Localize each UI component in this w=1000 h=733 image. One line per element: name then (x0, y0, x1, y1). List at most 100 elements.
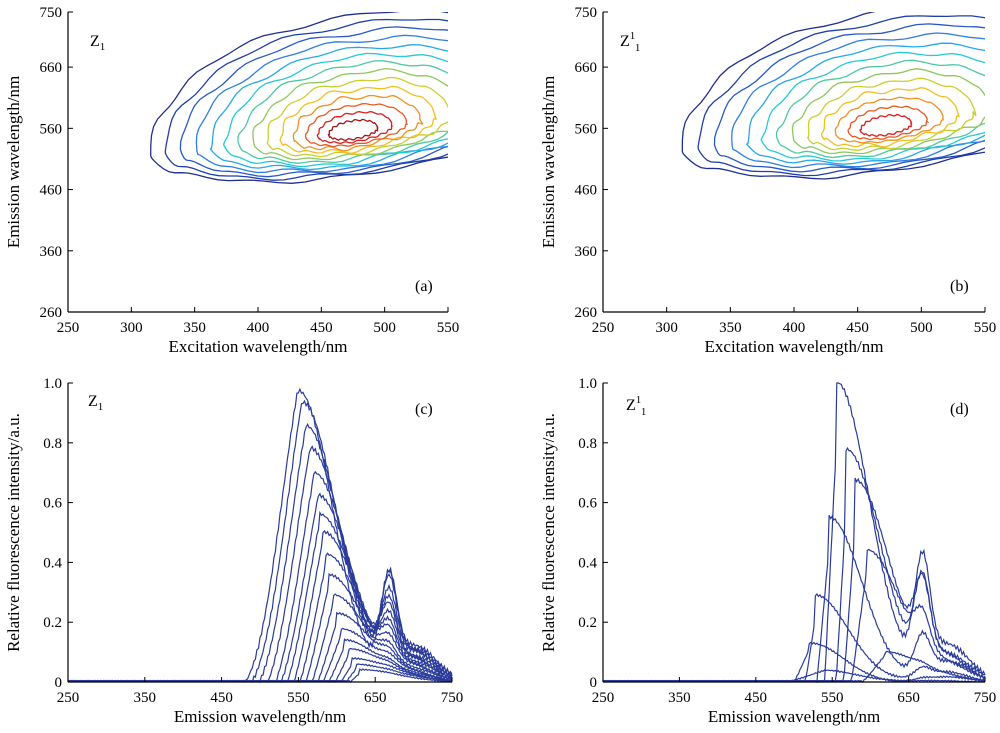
y-tick-label: 0 (590, 675, 598, 691)
y-tick-label: 0.4 (578, 555, 597, 571)
contour-level (304, 102, 409, 148)
x-tick-label: 550 (287, 690, 310, 706)
spectrum-line (602, 514, 986, 684)
y-tick-label: 660 (575, 60, 598, 76)
contour-level (697, 15, 985, 177)
y-tick-label: 560 (40, 121, 63, 137)
sample-tag-b: Z11 (620, 30, 640, 54)
y-tick-label: 1.0 (43, 376, 62, 392)
x-tick-label: 650 (897, 690, 920, 706)
contour-level (834, 96, 945, 144)
x-tick-label: 250 (57, 690, 80, 706)
panel-tag-c: (c) (415, 401, 433, 418)
x-tick-label: 250 (592, 690, 615, 706)
sample-tag-d: Z11 (626, 394, 646, 418)
x-tick-label: 400 (247, 320, 270, 336)
sample-tag-a-base: Z (90, 33, 100, 50)
panel-tag-a: (a) (415, 278, 433, 295)
y-tick-label: 0.2 (43, 615, 62, 631)
spectrum-line (602, 477, 986, 683)
x-tick-label: 550 (974, 320, 997, 336)
y-tick-label: 0.8 (578, 436, 597, 452)
contour-level (820, 87, 960, 148)
y-tick-label: 460 (40, 183, 63, 199)
contour-level (150, 12, 448, 184)
x-tick-label: 450 (310, 320, 333, 336)
x-tick-label: 350 (134, 690, 157, 706)
x-tick-label: 250 (57, 320, 80, 336)
x-tick-label: 550 (437, 320, 460, 336)
x-tick-label: 350 (719, 320, 742, 336)
axes-b: 250 300 350 400 450 500 550 260 360 460 560 660 750 E… (539, 5, 996, 356)
y-tick-label: 750 (575, 5, 598, 21)
spectrum-line (602, 446, 986, 683)
y-tick-label: 750 (40, 5, 63, 21)
y-tick-label: 260 (575, 305, 598, 321)
x-tick-label: 300 (655, 320, 678, 336)
contour-level (327, 118, 379, 142)
y-axis-title: Relative fluorescence intensity/a.u. (4, 413, 23, 652)
x-tick-label: 450 (745, 690, 768, 706)
contour-level (195, 34, 448, 174)
x-tick-label: 450 (846, 320, 869, 336)
contour-lines-a (150, 12, 448, 184)
contour-level (847, 105, 930, 141)
x-tick-label: 450 (210, 690, 233, 706)
contour-level (292, 94, 424, 152)
sample-tag-a: Z1 (90, 33, 105, 53)
y-tick-label: 0.4 (43, 555, 62, 571)
x-tick-label: 750 (974, 690, 997, 706)
sample-tag-d-sub: 1 (641, 406, 647, 418)
y-tick-label: 0.6 (578, 496, 597, 512)
y-tick-label: 0.8 (43, 436, 62, 452)
contour-level (746, 42, 985, 165)
sample-tag-c: Z1 (88, 393, 103, 413)
spectra-lines-c (67, 387, 453, 684)
contour-level (760, 51, 985, 162)
x-tick-label: 550 (821, 690, 844, 706)
spectrum-line (67, 668, 453, 683)
contour-level (681, 12, 985, 180)
sample-tag-d-sup: 1 (636, 394, 641, 406)
contour-level (859, 113, 913, 138)
axes-d: 250 350 450 550 650 750 0 0.2 0.4 0.6 0.8 1.0 Emissi… (539, 376, 996, 726)
x-tick-label: 500 (910, 320, 933, 336)
contour-group (150, 12, 448, 184)
spectrum-line (602, 668, 986, 683)
sample-tag-b-base: Z (620, 33, 630, 50)
contour-level (266, 76, 448, 158)
spectrum-line (67, 529, 453, 683)
x-tick-label: 250 (592, 320, 615, 336)
spectrum-line (602, 592, 986, 683)
panel-tag-b: (b) (950, 278, 969, 295)
axes-a: 250 300 350 400 450 500 550 260 360 460 560 660 750 E… (4, 5, 459, 356)
contour-level (209, 44, 448, 171)
sample-tag-b-sup: 1 (630, 30, 635, 42)
spectrum-line (67, 445, 453, 683)
contour-level (806, 77, 977, 151)
y-tick-label: 460 (575, 183, 598, 199)
y-tick-label: 260 (40, 305, 63, 321)
x-axis-title: Emission wavelength/nm (174, 707, 346, 726)
contour-chart-b: 250 300 350 400 450 500 550 260 360 460 560 660 750 E… (539, 5, 996, 356)
y-tick-label: 560 (575, 121, 598, 137)
panel-tag-d: (d) (950, 401, 969, 418)
x-tick-label: 350 (183, 320, 206, 336)
sample-tag-c-sub: 1 (98, 401, 104, 413)
spectrum-line (67, 423, 453, 684)
x-tick-label: 500 (373, 320, 396, 336)
contour-level (237, 60, 448, 164)
contour-level (164, 18, 448, 181)
axes-c: 250 350 450 550 650 750 0 0.2 0.4 0.6 0.8 1.0 Emissi… (4, 376, 463, 726)
y-axis-title: Emission wavelength/nm (539, 76, 558, 248)
x-tick-label: 750 (441, 690, 464, 706)
contour-group (681, 12, 985, 180)
y-tick-label: 660 (40, 60, 63, 76)
spectra-lines-d (602, 382, 986, 684)
y-tick-label: 0.6 (43, 496, 62, 512)
x-tick-label: 300 (120, 320, 143, 336)
contour-level (252, 67, 448, 161)
contour-lines-b (681, 12, 985, 180)
x-tick-label: 350 (668, 690, 691, 706)
